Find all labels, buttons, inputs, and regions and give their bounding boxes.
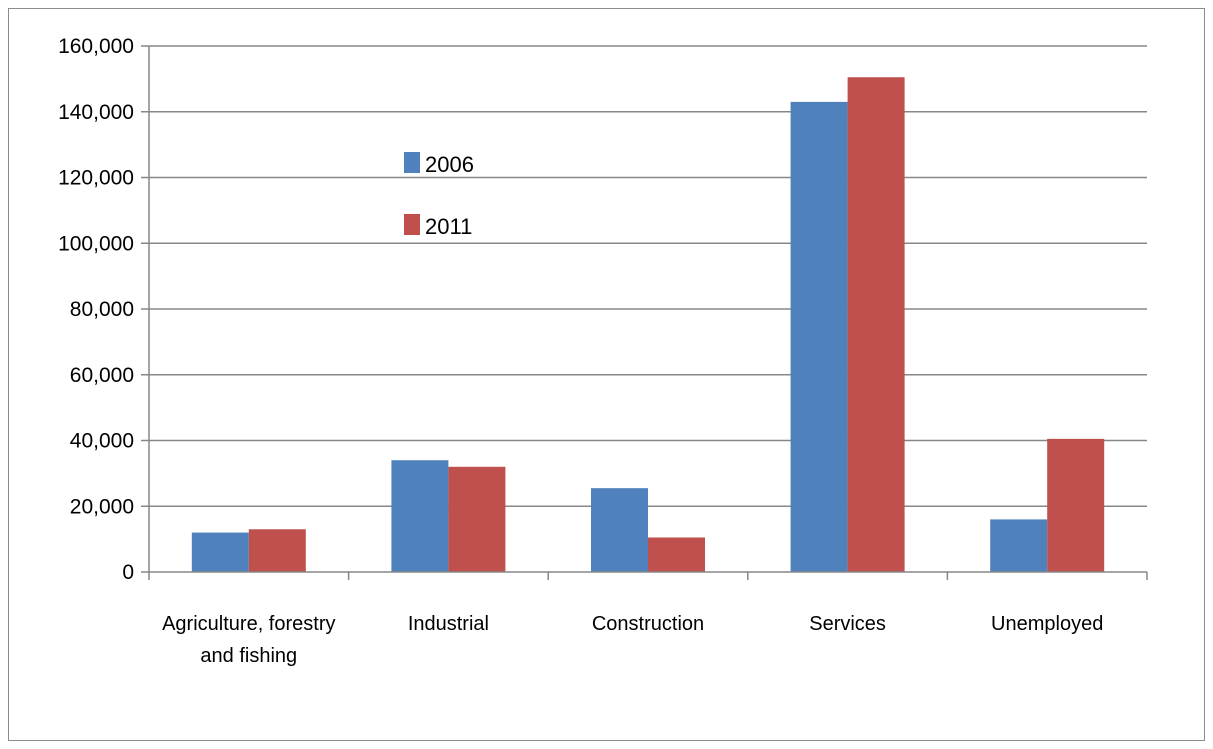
bar-2006 — [990, 519, 1048, 572]
bar-2011 — [248, 529, 306, 572]
y-tick-label: 100,000 — [58, 232, 134, 255]
y-tick-labels: 0 20,000 40,000 60,000 80,000 100,000 120,000 1… — [58, 35, 134, 584]
x-category-label: Industrial — [408, 613, 489, 635]
y-tick-label: 120,000 — [58, 167, 134, 190]
y-tick-label: 60,000 — [70, 364, 134, 387]
legend-label: 2006 — [425, 152, 474, 177]
x-category-label: Services — [809, 613, 886, 635]
bar-2006 — [391, 460, 449, 572]
bar-2006 — [191, 532, 249, 572]
bar-2011 — [648, 537, 705, 572]
bar-2011 — [847, 77, 905, 572]
bar-2011 — [1047, 438, 1105, 572]
y-tick-label: 160,000 — [58, 35, 134, 58]
y-tick-label: 140,000 — [58, 101, 134, 124]
bar-2006 — [591, 488, 648, 572]
y-tick-label: 80,000 — [70, 298, 134, 321]
y-tick-label: 40,000 — [70, 430, 134, 453]
bar-2006 — [790, 101, 848, 572]
legend-swatch-2011 — [404, 214, 420, 235]
legend-swatch-2006 — [404, 152, 420, 173]
y-tick-label: 0 — [122, 561, 134, 584]
x-category-label: and fishing — [200, 645, 297, 667]
x-category-label: Unemployed — [991, 613, 1103, 635]
axes — [141, 45, 1148, 580]
gridlines — [149, 45, 1147, 507]
legend-label: 2011 — [425, 214, 472, 239]
legend: 2006 2011 — [404, 152, 474, 239]
x-category-label: Construction — [592, 613, 704, 635]
x-category-label: Agriculture, forestry — [162, 613, 335, 635]
x-category-labels: Agriculture, forestry and fishing Industri… — [162, 613, 1103, 667]
bars — [191, 77, 1105, 572]
y-tick-label: 20,000 — [70, 495, 134, 518]
bar-2011 — [448, 466, 506, 572]
